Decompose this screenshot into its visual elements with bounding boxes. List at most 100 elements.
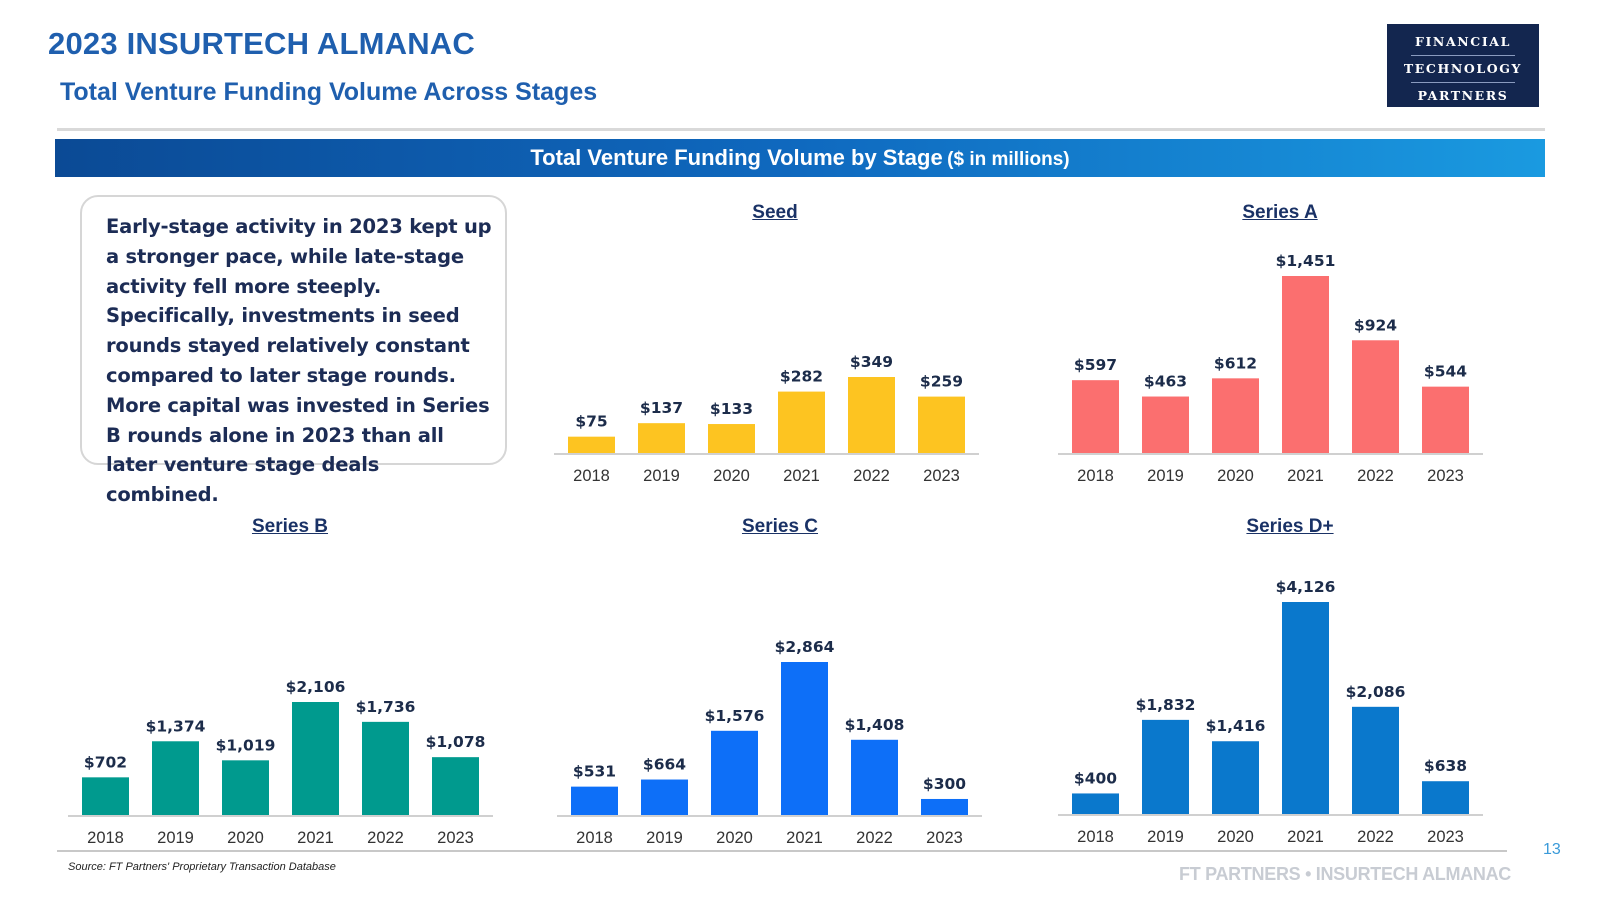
data-label: $463 [1144,373,1187,391]
x-tick-label: 2021 [786,829,823,847]
x-tick-label: 2022 [853,467,890,485]
chart-title-series-b: Series B [251,516,329,537]
bar-series-b-2020 [222,760,269,815]
bar-series-a-2020 [1212,378,1259,453]
logo-divider [1411,82,1515,83]
data-label: $137 [640,399,683,417]
data-label: $924 [1354,316,1397,334]
x-tick-label: 2022 [1357,467,1394,485]
data-label: $400 [1074,769,1117,787]
x-tick-label: 2023 [1427,828,1464,846]
chart-title-series-d: Series D+ [1246,516,1334,537]
x-tick-label: 2020 [1217,828,1254,846]
chart-title-series-a: Series A [1242,202,1318,223]
bar-series-b-2022 [362,721,409,815]
ft-partners-logo: FINANCIAL TECHNOLOGY PARTNERS [1387,24,1539,107]
data-label: $133 [710,400,753,418]
bar-seed-2023 [918,396,965,453]
source-note: Source: FT Partners' Proprietary Transac… [68,861,336,873]
bar-series-c-2019 [641,779,688,815]
logo-line-2: TECHNOLOGY [1403,61,1523,76]
chart-title-seed: Seed [752,202,798,223]
bar-seed-2019 [638,423,685,453]
x-tick-label: 2020 [716,829,753,847]
x-tick-label: 2019 [643,467,680,485]
bar-series-d-2021 [1282,602,1329,814]
x-tick-label: 2023 [1427,467,1464,485]
x-tick-label: 2019 [646,829,683,847]
data-label: $282 [780,368,823,386]
x-tick-label: 2021 [1287,828,1324,846]
data-label: $612 [1214,354,1257,372]
x-tick-label: 2022 [1357,828,1394,846]
bar-series-d-2018 [1072,793,1119,814]
bar-series-a-2019 [1142,396,1189,453]
bar-series-b-2018 [82,777,129,815]
data-label: $259 [920,373,963,391]
x-tick-label: 2018 [573,467,610,485]
bar-series-d-2019 [1142,719,1189,814]
bar-seed-2021 [778,391,825,453]
bar-series-a-2023 [1422,386,1469,453]
chart-series-d: $400 2018 $1,832 2019 $1,416 2020 $4,126 2021 $2… [1058,578,1483,846]
data-label: $1,736 [356,698,416,716]
commentary-text: Early-stage activity in 2023 kept up a s… [106,215,492,507]
data-label: $531 [573,763,616,781]
x-tick-label: 2023 [926,829,963,847]
page-subtitle: Total Venture Funding Volume Across Stag… [60,78,598,106]
data-label: $702 [84,753,127,771]
bar-series-d-2022 [1352,706,1399,814]
data-label: $1,078 [426,733,486,751]
x-tick-label: 2020 [1217,467,1254,485]
data-label: $544 [1424,363,1467,381]
section-banner: Total Venture Funding Volume by Stage ($… [55,139,1545,177]
data-label: $2,864 [775,638,835,656]
data-label: $349 [850,353,893,371]
footer-divider [57,850,1507,852]
chart-seed: $75 2018 $137 2019 $133 2020 $282 2021 $349 2022 $… [554,353,979,485]
bar-series-a-2022 [1352,340,1399,453]
data-label: $1,374 [146,717,206,735]
x-tick-label: 2021 [1287,467,1324,485]
commentary-callout: Early-stage activity in 2023 kept up a s… [80,195,507,506]
bar-series-b-2023 [432,757,479,815]
x-tick-label: 2021 [297,829,334,847]
data-label: $4,126 [1276,578,1336,596]
bar-series-c-2023 [921,798,968,815]
x-tick-label: 2019 [1147,828,1184,846]
x-tick-label: 2018 [1077,828,1114,846]
bar-series-b-2021 [292,702,339,815]
bar-series-c-2021 [781,662,828,815]
banner-unit: ($ in millions) [947,149,1070,170]
header-divider [57,128,1545,131]
chart-series-b: $702 2018 $1,374 2019 $1,019 2020 $2,106 2021 $1… [68,678,493,847]
bar-series-a-2018 [1072,380,1119,453]
data-label: $1,576 [705,707,765,725]
data-label: $300 [923,775,966,793]
bar-series-b-2019 [152,741,199,815]
page-number: 13 [1543,841,1561,858]
chart-series-a: $597 2018 $463 2019 $612 2020 $1,451 2021 $924 20… [1058,252,1483,485]
x-tick-label: 2023 [923,467,960,485]
x-tick-label: 2022 [367,829,404,847]
logo-line-1: FINANCIAL [1415,34,1511,49]
bar-series-d-2023 [1422,781,1469,814]
bar-series-c-2022 [851,739,898,815]
data-label: $664 [643,756,686,774]
x-tick-label: 2023 [437,829,474,847]
x-tick-label: 2019 [1147,467,1184,485]
x-tick-label: 2020 [227,829,264,847]
data-label: $1,019 [216,736,276,754]
footer-brand: FT PARTNERS • INSURTECH ALMANAC [1179,864,1511,884]
bar-seed-2022 [848,377,895,453]
bar-series-c-2020 [711,730,758,815]
data-label: $1,408 [845,716,905,734]
x-tick-label: 2019 [157,829,194,847]
bar-seed-2020 [708,424,755,453]
x-tick-label: 2018 [576,829,613,847]
x-tick-label: 2018 [87,829,124,847]
bar-series-a-2021 [1282,276,1329,453]
x-tick-label: 2022 [856,829,893,847]
x-tick-label: 2018 [1077,467,1114,485]
